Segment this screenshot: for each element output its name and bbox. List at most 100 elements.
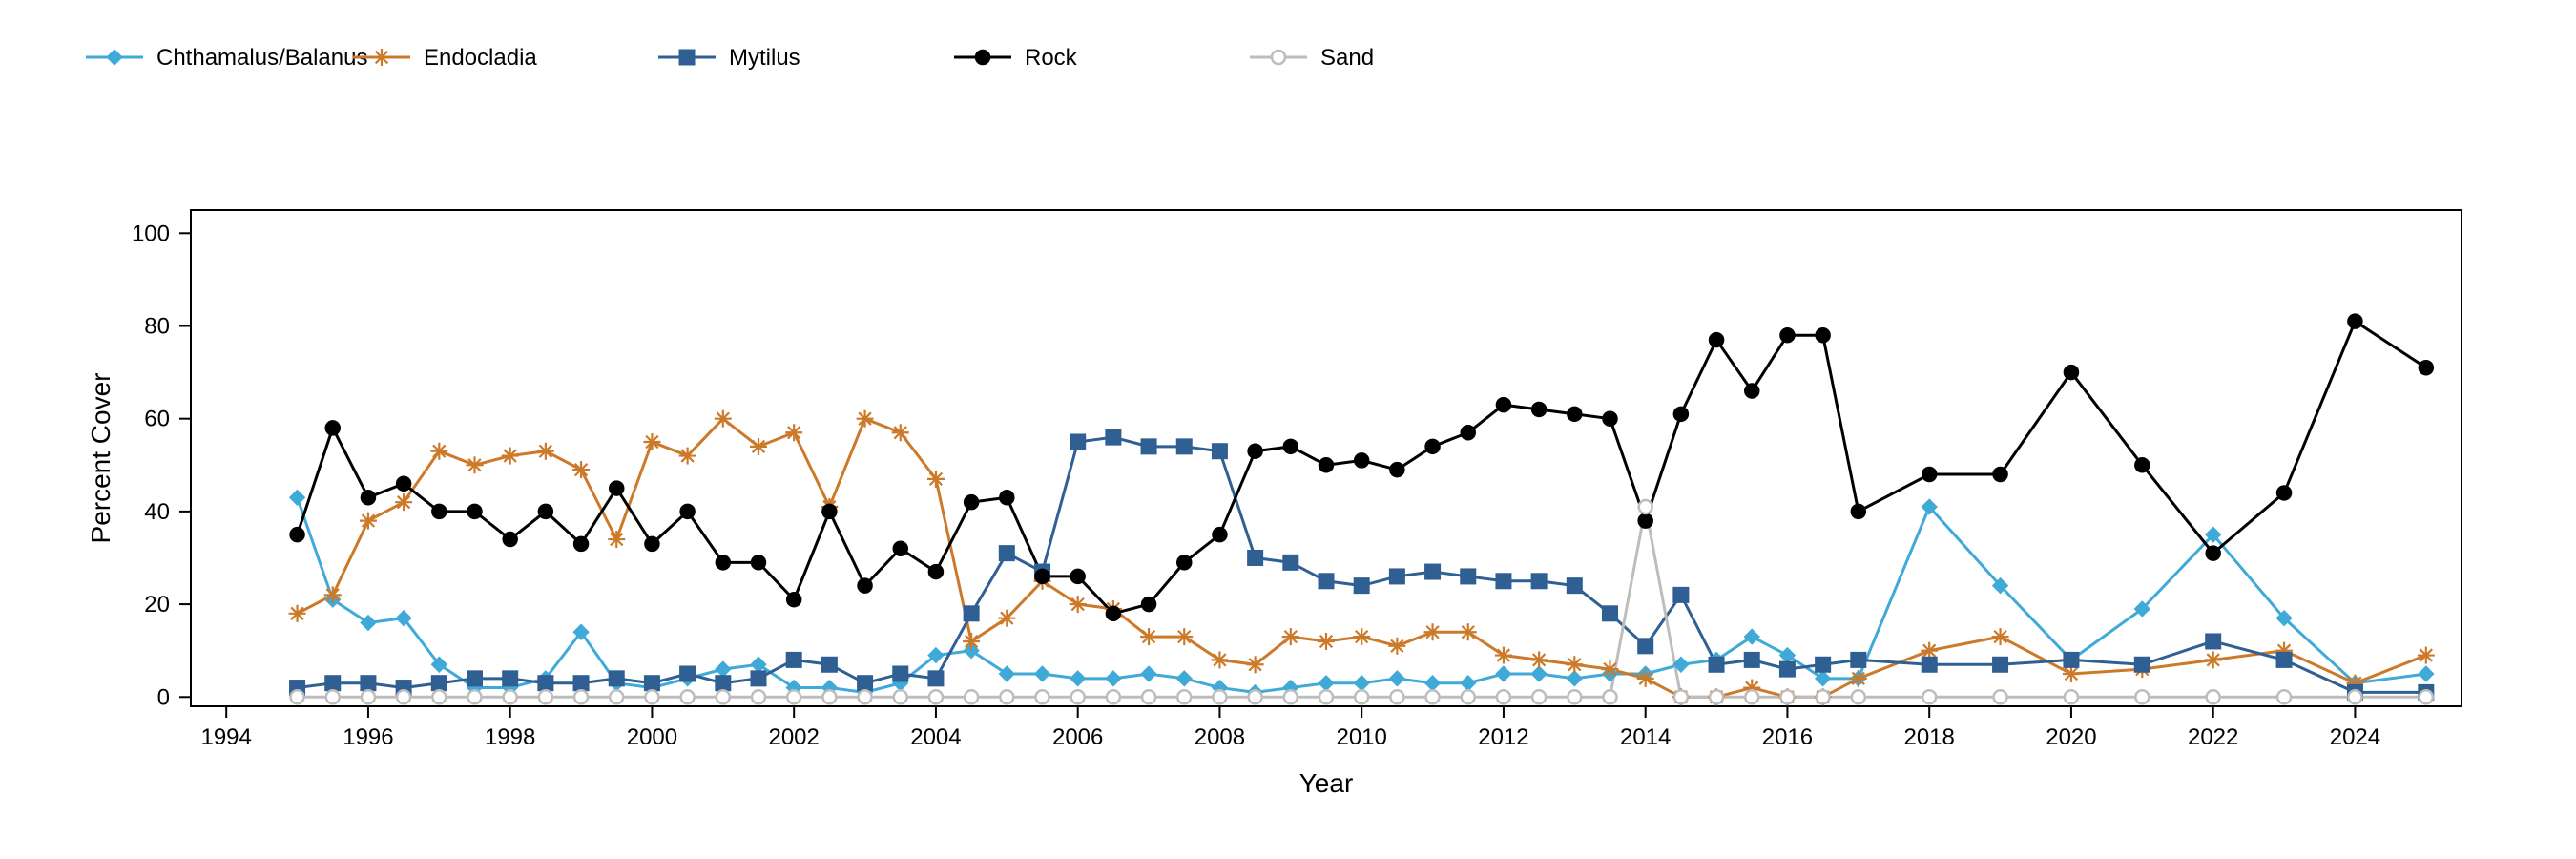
marker-circle	[1532, 403, 1546, 416]
marker-circle	[1142, 690, 1155, 703]
x-tick-label: 2000	[627, 724, 677, 750]
x-tick-label: 2022	[2188, 724, 2238, 750]
marker-circle	[1568, 690, 1581, 703]
marker-circle	[291, 690, 304, 703]
marker-circle	[2207, 690, 2220, 703]
marker-circle	[574, 690, 588, 703]
marker-asterisk	[1070, 596, 1087, 613]
marker-circle	[1000, 690, 1013, 703]
marker-circle	[1177, 555, 1191, 569]
marker-circle	[822, 505, 836, 518]
x-tick-label: 2018	[1903, 724, 1954, 750]
marker-asterisk	[715, 410, 732, 428]
y-tick-label: 0	[157, 684, 170, 710]
marker-circle	[1071, 570, 1085, 583]
legend-label: Mytilus	[729, 45, 800, 71]
x-tick-label: 2002	[768, 724, 819, 750]
marker-square	[1176, 439, 1192, 454]
marker-asterisk	[785, 424, 802, 441]
marker-circle	[1922, 690, 1936, 703]
marker-asterisk	[1495, 647, 1512, 664]
marker-circle	[432, 505, 446, 518]
legend-label: Sand	[1320, 45, 1374, 71]
marker-circle	[2348, 690, 2361, 703]
x-tick-label: 2006	[1052, 724, 1103, 750]
marker-square	[964, 606, 979, 621]
marker-asterisk	[1388, 638, 1405, 655]
marker-square	[1816, 657, 1831, 672]
marker-square	[1425, 564, 1441, 579]
marker-square	[1496, 574, 1511, 589]
marker-square	[821, 657, 837, 672]
marker-asterisk	[998, 610, 1015, 627]
marker-asterisk	[857, 410, 874, 428]
marker-square	[609, 671, 624, 686]
marker-circle	[1568, 408, 1581, 421]
marker-asterisk	[2418, 647, 2435, 664]
marker-asterisk	[430, 443, 447, 460]
marker-circle	[859, 690, 872, 703]
marker-circle	[1107, 607, 1120, 620]
marker-circle	[326, 421, 340, 434]
marker-square	[1106, 430, 1121, 445]
marker-circle	[717, 690, 730, 703]
marker-circle	[787, 593, 800, 606]
marker-square	[2134, 657, 2150, 672]
marker-asterisk	[963, 633, 980, 650]
marker-square	[431, 676, 447, 691]
marker-square	[1567, 578, 1582, 594]
marker-asterisk	[1850, 670, 1867, 687]
marker-circle	[1710, 333, 1723, 346]
marker-circle	[326, 690, 340, 703]
marker-asterisk	[572, 461, 590, 478]
marker-circle	[539, 505, 552, 518]
marker-square	[538, 676, 553, 691]
marker-circle	[362, 690, 375, 703]
x-tick-label: 1994	[200, 724, 251, 750]
marker-square	[858, 676, 873, 691]
marker-circle	[468, 690, 482, 703]
x-tick-label: 2024	[2330, 724, 2380, 750]
marker-asterisk	[608, 531, 625, 548]
x-axis-label: Year	[1299, 768, 1354, 798]
marker-asterisk	[537, 443, 554, 460]
y-axis-label: Percent Cover	[86, 373, 115, 544]
marker-circle	[1639, 500, 1652, 513]
marker-circle	[2348, 315, 2361, 328]
marker-circle	[1710, 690, 1723, 703]
marker-circle	[1107, 690, 1120, 703]
marker-circle	[397, 690, 410, 703]
marker-square	[716, 676, 731, 691]
marker-circle	[1462, 426, 1475, 439]
marker-asterisk	[927, 471, 945, 488]
marker-circle	[574, 537, 588, 551]
marker-circle	[2207, 547, 2220, 560]
marker-asterisk	[467, 456, 484, 473]
y-tick-label: 80	[144, 313, 170, 339]
marker-circle	[397, 477, 410, 491]
marker-circle	[1355, 453, 1368, 467]
marker-circle	[1355, 690, 1368, 703]
y-tick-label: 60	[144, 407, 170, 432]
x-tick-label: 2008	[1195, 724, 1245, 750]
marker-circle	[894, 690, 907, 703]
marker-asterisk	[360, 513, 377, 530]
marker-circle	[1272, 51, 1285, 64]
marker-asterisk	[1318, 633, 1335, 650]
marker-circle	[610, 482, 623, 495]
x-tick-label: 1996	[343, 724, 393, 750]
chart-svg: Chthamalus/BalanusEndocladiaMytilusRockS…	[0, 0, 2576, 859]
marker-circle	[1497, 398, 1510, 411]
marker-circle	[929, 690, 943, 703]
marker-asterisk	[1424, 623, 1442, 640]
marker-circle	[2420, 690, 2433, 703]
y-tick-label: 40	[144, 499, 170, 525]
marker-square	[467, 671, 483, 686]
marker-square	[1638, 639, 1653, 654]
marker-square	[2276, 652, 2292, 667]
marker-square	[1389, 569, 1404, 584]
marker-circle	[1745, 690, 1758, 703]
marker-circle	[717, 555, 730, 569]
marker-square	[1993, 657, 2008, 672]
marker-circle	[1213, 690, 1226, 703]
